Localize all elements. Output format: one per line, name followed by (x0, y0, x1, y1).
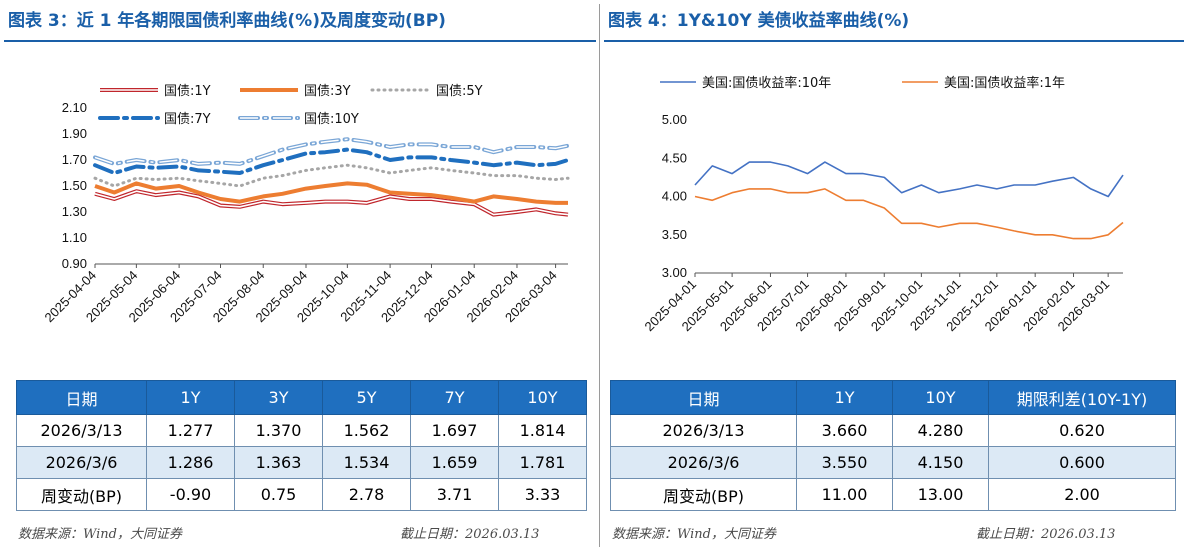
legend-label: 国债:3Y (304, 84, 351, 99)
table-cell: 2026/3/13 (610, 414, 797, 447)
y-tick-label: 1.10 (62, 230, 87, 245)
table-cell: 11.00 (796, 478, 893, 511)
table-row: 2026/3/6 3.550 4.150 0.600 (610, 446, 1176, 479)
legend-label: 国债:10Y (304, 112, 359, 127)
table-cell: 0.75 (234, 478, 323, 511)
left-title-rule (4, 40, 596, 42)
cn-bond-yield-table: 日期 1Y 3Y 5Y 7Y 10Y 2026/3/13 1.277 1.370… (16, 380, 587, 511)
table-header-cell: 期限利差(10Y-1Y) (988, 380, 1176, 415)
table-cell: 0.620 (988, 414, 1176, 447)
right-title-rule (604, 40, 1184, 42)
legend-label: 国债:5Y (436, 84, 483, 99)
us-treasury-yield-chart: 3.003.504.004.505.002025-04-012025-05-01… (641, 75, 1124, 334)
table-row: 周变动(BP) -0.90 0.75 2.78 3.71 3.33 (16, 478, 587, 511)
y-tick-label: 0.90 (62, 256, 87, 271)
table-cell: 3.550 (796, 446, 893, 479)
table-cell: 4.280 (892, 414, 989, 447)
left-panel: 图表 3：近 1 年各期限国债利率曲线(%)及周度变动(BP) 0.90 1.10… (4, 11, 596, 542)
y-tick-label: 1.90 (62, 126, 87, 141)
table-cell: 3.33 (498, 478, 587, 511)
left-chart-title: 图表 3：近 1 年各期限国债利率曲线(%)及周度变动(BP) (8, 11, 446, 31)
table-cell: 1.781 (498, 446, 587, 479)
legend-label: 美国:国债收益率:1年 (944, 75, 1065, 91)
legend-label: 国债:1Y (164, 84, 211, 99)
series-line (94, 190, 569, 216)
cn-bond-yield-chart: 0.901.101.301.501.701.902.102025-04-0420… (41, 84, 570, 325)
table-header-row: 日期 1Y 3Y 5Y 7Y 10Y (16, 380, 587, 415)
table-cell: 1.277 (146, 414, 235, 447)
table-row: 2026/3/13 1.277 1.370 1.562 1.697 1.814 (16, 414, 587, 447)
panel-divider (599, 4, 600, 547)
table-header-cell: 日期 (610, 380, 797, 415)
y-tick-label: 3.00 (662, 265, 687, 280)
right-panel: 图表 4：1Y&10Y 美债收益率曲线(%) 3.00 3.50 4.00 4.50 5… (600, 0, 1188, 555)
series-line (94, 138, 569, 165)
right-cutoff-date: 截止日期：2026.03.13 (976, 527, 1116, 542)
left-source-note: 数据来源：Wind，大同证券 (18, 527, 182, 542)
us-treasury-yield-table: 日期 1Y 10Y 期限利差(10Y-1Y) 2026/3/13 3.660 4… (610, 380, 1176, 511)
table-cell: 2026/3/13 (16, 414, 147, 447)
right-source-note: 数据来源：Wind，大同证券 (612, 527, 776, 542)
table-cell: 2026/3/6 (16, 446, 147, 479)
table-cell: 1.286 (146, 446, 235, 479)
series-line (93, 147, 570, 175)
table-row: 周变动(BP) 11.00 13.00 2.00 (610, 478, 1176, 511)
table-header-cell: 1Y (796, 380, 893, 415)
table-header-cell: 5Y (322, 380, 411, 415)
y-tick-label: 1.70 (62, 152, 87, 167)
table-cell: 4.150 (892, 446, 989, 479)
y-tick-label: 4.50 (662, 150, 687, 165)
y-tick-label: 4.00 (662, 189, 687, 204)
y-tick-label: 3.50 (662, 227, 687, 242)
series-line (694, 188, 1124, 240)
table-cell: 3.71 (410, 478, 499, 511)
table-header-cell: 1Y (146, 380, 235, 415)
series-line (694, 161, 1124, 198)
table-cell: 1.814 (498, 414, 587, 447)
table-cell: 3.660 (796, 414, 893, 447)
table-header-cell: 10Y (498, 380, 587, 415)
table-header-cell: 7Y (410, 380, 499, 415)
table-cell: 1.534 (322, 446, 411, 479)
table-cell: 1.562 (322, 414, 411, 447)
table-cell: 1.363 (234, 446, 323, 479)
table-cell: 1.697 (410, 414, 499, 447)
table-header-row: 日期 1Y 10Y 期限利差(10Y-1Y) (610, 380, 1176, 415)
table-cell: 13.00 (892, 478, 989, 511)
y-tick-label: 2.10 (62, 100, 87, 115)
y-tick-label: 1.30 (62, 204, 87, 219)
table-header-cell: 日期 (16, 380, 147, 415)
right-chart-title: 图表 4：1Y&10Y 美债收益率曲线(%) (608, 11, 910, 31)
table-row: 2026/3/13 3.660 4.280 0.620 (610, 414, 1176, 447)
series-line (94, 181, 568, 205)
table-cell: 1.370 (234, 414, 323, 447)
table-cell: 2026/3/6 (610, 446, 797, 479)
left-cutoff-date: 截止日期：2026.03.13 (400, 527, 540, 542)
table-cell: 0.600 (988, 446, 1176, 479)
legend-label: 国债:7Y (164, 112, 211, 127)
series-line (93, 163, 570, 188)
table-header-cell: 10Y (892, 380, 989, 415)
table-cell: 2.78 (322, 478, 411, 511)
table-header-cell: 3Y (234, 380, 323, 415)
table-cell: -0.90 (146, 478, 235, 511)
y-tick-label: 5.00 (662, 112, 687, 127)
table-cell: 周变动(BP) (16, 478, 147, 511)
table-cell: 1.659 (410, 446, 499, 479)
table-cell: 2.00 (988, 478, 1176, 511)
legend-label: 美国:国债收益率:10年 (702, 75, 831, 91)
y-tick-label: 1.50 (62, 178, 87, 193)
table-row: 2026/3/6 1.286 1.363 1.534 1.659 1.781 (16, 446, 587, 479)
table-cell: 周变动(BP) (610, 478, 797, 511)
